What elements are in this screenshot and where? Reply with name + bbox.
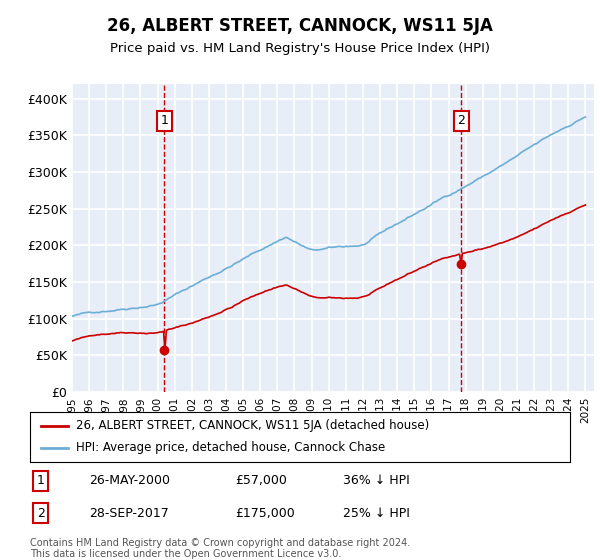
Text: 26-MAY-2000: 26-MAY-2000 (89, 474, 170, 487)
Text: HPI: Average price, detached house, Cannock Chase: HPI: Average price, detached house, Cann… (76, 441, 385, 454)
Text: 2: 2 (37, 507, 45, 520)
Text: 2: 2 (457, 114, 465, 128)
Text: 25% ↓ HPI: 25% ↓ HPI (343, 507, 410, 520)
Text: 36% ↓ HPI: 36% ↓ HPI (343, 474, 410, 487)
Text: 1: 1 (160, 114, 169, 128)
Text: Contains HM Land Registry data © Crown copyright and database right 2024.
This d: Contains HM Land Registry data © Crown c… (30, 538, 410, 559)
Text: 26, ALBERT STREET, CANNOCK, WS11 5JA (detached house): 26, ALBERT STREET, CANNOCK, WS11 5JA (de… (76, 419, 429, 432)
Text: 28-SEP-2017: 28-SEP-2017 (89, 507, 169, 520)
Text: £175,000: £175,000 (235, 507, 295, 520)
Text: Price paid vs. HM Land Registry's House Price Index (HPI): Price paid vs. HM Land Registry's House … (110, 42, 490, 55)
Text: 26, ALBERT STREET, CANNOCK, WS11 5JA: 26, ALBERT STREET, CANNOCK, WS11 5JA (107, 17, 493, 35)
Text: £57,000: £57,000 (235, 474, 287, 487)
Text: 1: 1 (37, 474, 45, 487)
